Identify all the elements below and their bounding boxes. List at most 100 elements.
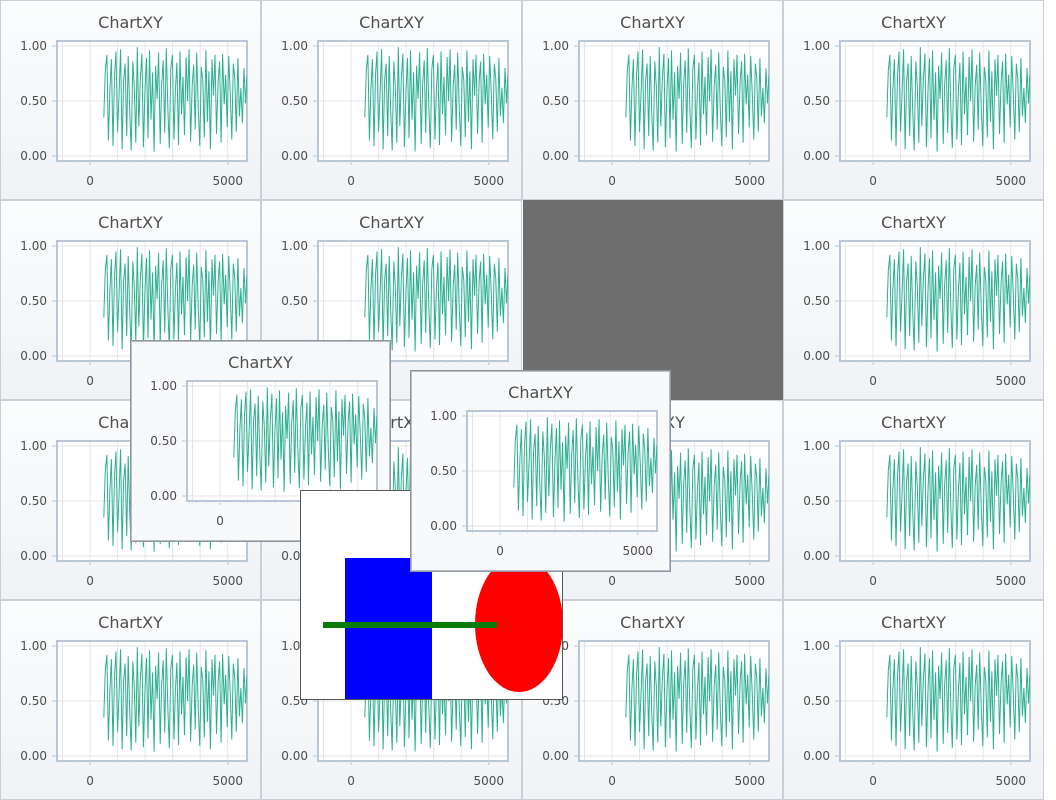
x-tick-label: 5000: [995, 574, 1026, 588]
y-tick-label: 0.00: [281, 749, 308, 763]
data-series-line: [364, 247, 508, 352]
y-tick-label: 0.00: [430, 519, 457, 533]
y-tick-label: 1.00: [803, 39, 830, 53]
chart-panel-r4c4[interactable]: ChartXY 1.00 0.50 0.00 0 5000: [783, 600, 1044, 800]
chart-panel-r3c4[interactable]: ChartXY 1.00 0.50 0.00 0 5000: [783, 400, 1044, 600]
y-tick-label: 0.50: [803, 494, 830, 508]
y-tick-label: 0.00: [281, 149, 308, 163]
y-tick-label: 0.00: [20, 349, 47, 363]
chart-title: ChartXY: [881, 413, 946, 432]
y-tick-label: 0.00: [20, 149, 47, 163]
chart-panel-r1c3[interactable]: ChartXY 1.00 0.50 0.00 0 5000: [522, 0, 783, 200]
data-series-line: [103, 247, 247, 352]
y-tick-label: 0.50: [803, 694, 830, 708]
x-tick-label: 0: [86, 574, 94, 588]
chart-panel-r4c1[interactable]: ChartXY 1.00 0.50 0.00 0 5000: [0, 600, 261, 800]
y-tick-label: 0.00: [542, 749, 569, 763]
x-tick-label: 0: [608, 774, 616, 788]
chart-panel-float-b[interactable]: ChartXY 1.00 0.50 0.00 0 5000: [410, 370, 671, 572]
chart-panel-r1c2[interactable]: ChartXY 1.00 0.50 0.00 0 5000: [261, 0, 522, 200]
chart-title: ChartXY: [359, 213, 424, 232]
x-tick-label: 0: [86, 374, 94, 388]
x-tick-label: 5000: [212, 574, 243, 588]
x-tick-label: 5000: [734, 574, 765, 588]
x-tick-label: 0: [496, 544, 504, 558]
chart-panel-r2c4[interactable]: ChartXY 1.00 0.50 0.00 0 5000: [783, 200, 1044, 400]
y-tick-label: 0.50: [20, 494, 47, 508]
x-tick-label: 0: [86, 774, 94, 788]
chart-panel-r1c1[interactable]: ChartXY 1.00 0.50 0.00 0 5000: [0, 0, 261, 200]
y-tick-label: 1.00: [20, 439, 47, 453]
chart-plot-area[interactable]: 1.00 0.50 0.00 0 5000: [784, 1, 1044, 200]
x-tick-label: 0: [216, 514, 224, 528]
x-tick-label: 0: [608, 174, 616, 188]
y-tick-label: 1.00: [20, 39, 47, 53]
y-tick-label: 1.00: [803, 639, 830, 653]
chart-title: ChartXY: [359, 13, 424, 32]
data-series-line: [103, 647, 247, 752]
data-series-line: [886, 47, 1030, 152]
y-tick-label: 1.00: [150, 379, 177, 393]
chart-panel-r1c4[interactable]: ChartXY 1.00 0.50 0.00 0 5000: [783, 0, 1044, 200]
x-tick-label: 5000: [473, 774, 504, 788]
data-series-line: [886, 247, 1030, 352]
x-tick-label: 0: [869, 174, 877, 188]
chart-title: ChartXY: [620, 13, 685, 32]
y-tick-label: 0.50: [20, 294, 47, 308]
y-tick-label: 0.00: [20, 549, 47, 563]
shapes-canvas: [323, 556, 563, 700]
x-tick-label: 5000: [473, 174, 504, 188]
x-tick-label: 0: [869, 774, 877, 788]
y-tick-label: 0.50: [20, 94, 47, 108]
data-series-line: [886, 647, 1030, 752]
chart-title: ChartXY: [98, 613, 163, 632]
data-series-line: [513, 417, 657, 522]
x-tick-label: 0: [347, 774, 355, 788]
x-tick-label: 5000: [734, 774, 765, 788]
y-tick-label: 0.50: [430, 464, 457, 478]
blue-rectangle-shape[interactable]: [345, 558, 432, 700]
x-tick-label: 5000: [212, 774, 243, 788]
empty-grid-cell: [523, 200, 784, 400]
data-series-line: [233, 387, 377, 492]
x-tick-label: 0: [86, 174, 94, 188]
y-tick-label: 1.00: [430, 409, 457, 423]
x-tick-label: 5000: [734, 174, 765, 188]
chart-plot-area[interactable]: 1.00 0.50 0.00 0 5000: [411, 371, 671, 571]
x-tick-label: 0: [869, 374, 877, 388]
y-tick-label: 1.00: [20, 239, 47, 253]
y-tick-label: 0.50: [20, 694, 47, 708]
y-tick-label: 0.00: [20, 749, 47, 763]
data-series-line: [364, 47, 508, 152]
y-tick-label: 0.00: [803, 149, 830, 163]
x-tick-label: 0: [347, 174, 355, 188]
data-series-line: [103, 47, 247, 152]
x-tick-label: 5000: [995, 374, 1026, 388]
x-tick-label: 0: [869, 574, 877, 588]
y-tick-label: 0.50: [150, 434, 177, 448]
x-tick-label: 5000: [622, 544, 653, 558]
y-tick-label: 0.00: [542, 149, 569, 163]
chart-title: ChartXY: [508, 383, 573, 402]
x-tick-label: 5000: [212, 174, 243, 188]
chart-title: ChartXY: [881, 213, 946, 232]
y-tick-label: 0.50: [281, 94, 308, 108]
y-tick-label: 1.00: [542, 39, 569, 53]
x-tick-label: 0: [608, 574, 616, 588]
red-ellipse-shape[interactable]: [475, 556, 563, 692]
data-series-line: [625, 47, 769, 152]
chart-title: ChartXY: [620, 613, 685, 632]
y-tick-label: 0.50: [803, 94, 830, 108]
chart-plot-area[interactable]: 1.00 0.50 0.00 0 5000: [1, 1, 261, 200]
x-tick-label: 5000: [995, 174, 1026, 188]
y-tick-label: 1.00: [803, 439, 830, 453]
chart-title: ChartXY: [228, 353, 293, 372]
